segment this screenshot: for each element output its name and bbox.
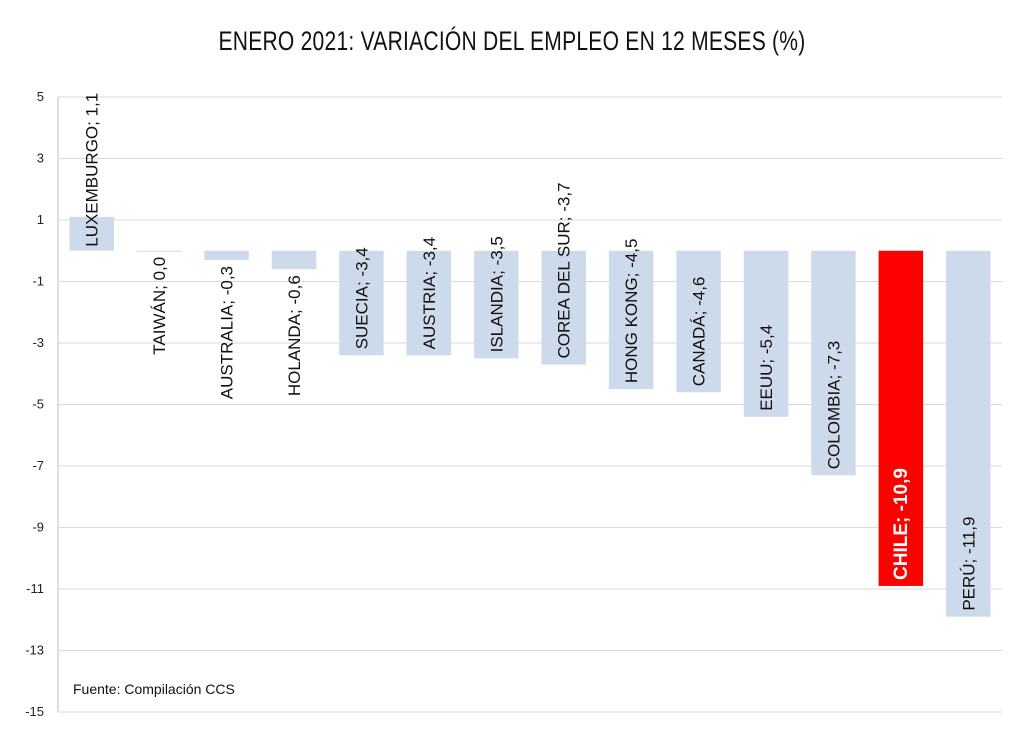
- bar-colombia: [811, 250, 856, 476]
- bar-eeuu: [743, 250, 789, 417]
- y-tick-label: -7: [32, 458, 44, 473]
- bar-data-label: COLOMBIA; -7,3: [824, 341, 843, 469]
- bar-data-label: COREA DEL SUR; -3,7: [555, 182, 574, 358]
- bar-austria: [406, 250, 452, 356]
- bar-data-label: AUSTRALIA; -0,3: [218, 266, 237, 399]
- y-axis: 5 3 1 -1 -3 -5 -7 -9 -11 -13 -15: [25, 89, 59, 719]
- bar-islandia: [474, 250, 519, 359]
- bar-data-label: CHILE; -10,9: [891, 468, 912, 580]
- y-tick-label: 5: [37, 89, 44, 104]
- bar-luxemburgo: [69, 216, 114, 251]
- source-note: Fuente: Compilación CCS: [73, 681, 235, 697]
- y-tick-label: -9: [32, 520, 44, 535]
- y-tick-label: -5: [32, 397, 44, 412]
- y-tick-label: -13: [25, 643, 44, 658]
- bar-data-label: AUSTRIA; -3,4: [420, 237, 439, 349]
- bar-data-label: EEUU; -5,4: [757, 325, 776, 411]
- bar-data-label: PERÚ; -11,9: [959, 517, 978, 611]
- bar-data-label: HONG KONG; -4,5: [622, 239, 641, 384]
- bar-data-label: CANADÁ; -4,6: [690, 277, 709, 387]
- bar-data-label: HOLANDA; -0,6: [285, 275, 304, 396]
- y-tick-label: 3: [37, 151, 44, 166]
- gridlines: [58, 96, 1002, 713]
- bar-data-label: SUECIA; -3,4: [352, 247, 371, 349]
- bar-corea-del-sur: [541, 250, 586, 365]
- bar-labels: LUXEMBURGO; 1,1 TAIWÁN; 0,0 AUSTRALIA; -0,…: [83, 93, 979, 611]
- y-tick-label: -1: [32, 274, 44, 289]
- y-tick-label: -3: [32, 335, 44, 350]
- bar-canadá: [676, 250, 721, 393]
- chart-title: ENERO 2021: VARIACIÓN DEL EMPLEO EN 12 M…: [218, 26, 806, 56]
- bar-perú: [946, 250, 991, 617]
- y-tick-label: -11: [26, 581, 44, 596]
- bar-data-label: LUXEMBURGO; 1,1: [83, 93, 102, 247]
- bar-suecia: [339, 250, 384, 356]
- bar-hong-kong: [608, 250, 654, 390]
- bars: [69, 216, 991, 617]
- bar-data-label: TAIWÁN; 0,0: [150, 257, 169, 355]
- bar-data-label: ISLANDIA; -3,5: [487, 236, 506, 352]
- bar-australia: [204, 250, 249, 260]
- bar-holanda: [271, 250, 317, 270]
- y-tick-label: 1: [37, 212, 44, 227]
- bar-taiwán: [136, 250, 182, 252]
- bar-chile: [878, 250, 924, 586]
- y-tick-label: -15: [25, 704, 44, 719]
